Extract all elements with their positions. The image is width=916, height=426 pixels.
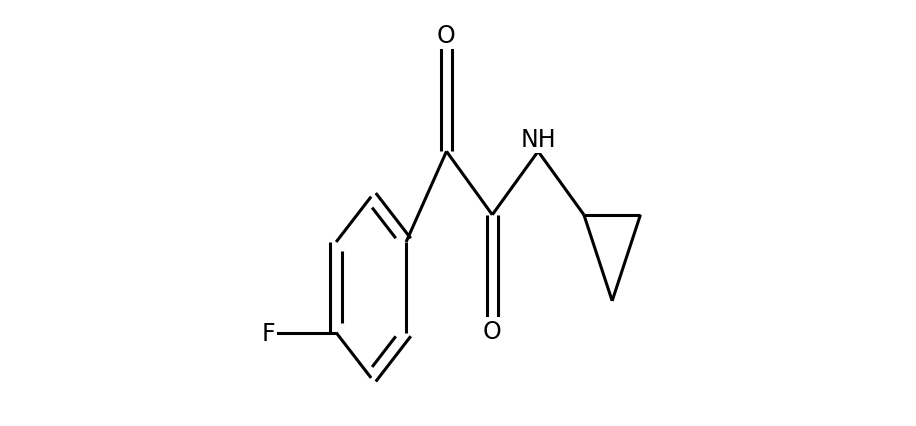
Text: F: F [262, 321, 276, 345]
Text: O: O [437, 24, 456, 48]
Text: NH: NH [520, 128, 556, 152]
Text: O: O [483, 319, 502, 343]
